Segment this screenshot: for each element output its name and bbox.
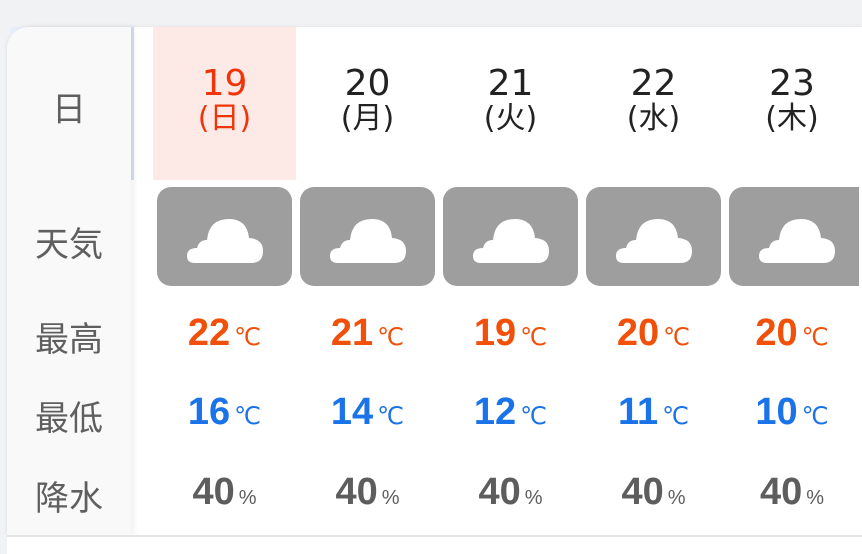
day-number: 21: [487, 63, 534, 104]
day-number: 19: [201, 63, 248, 104]
day-number: 23: [769, 63, 815, 104]
forecast-column: 22 (水) 20 ℃ 11 ℃ 40%: [582, 27, 725, 535]
forecast-column: 23 (木) 20 ℃ 10 ℃ 40%: [725, 27, 859, 535]
temp-unit: ℃: [234, 403, 262, 430]
temp-unit: ℃: [662, 403, 690, 430]
low-temp: 12 ℃: [439, 391, 582, 434]
cloud-icon: [443, 187, 578, 286]
precip-value: 40: [478, 471, 521, 513]
high-temp-value: 20: [755, 312, 798, 354]
label-low: 最低: [35, 399, 103, 439]
next-section: [7, 537, 862, 554]
forecast-scroll-track[interactable]: 19 (日) 22 ℃ 16 ℃ 40% 20 (月) 21 ℃ 14 ℃ 40% 21…: [10, 27, 862, 535]
temp-unit: ℃: [520, 403, 548, 430]
high-temp: 19 ℃: [439, 312, 582, 355]
precip-value: 40: [335, 471, 378, 513]
low-temp: 10 ℃: [725, 391, 859, 434]
low-temp: 14 ℃: [296, 391, 439, 434]
weekly-forecast-card: 19 (日) 22 ℃ 16 ℃ 40% 20 (月) 21 ℃ 14 ℃ 40% 21…: [7, 27, 862, 535]
high-temp-value: 20: [616, 312, 660, 354]
precip-chance: 40%: [582, 471, 725, 514]
forecast-column: 19 (日) 22 ℃ 16 ℃ 40%: [153, 27, 296, 535]
low-temp: 16 ℃: [153, 391, 296, 434]
label-precip: 降水: [35, 479, 103, 519]
date-header: 20 (月): [296, 27, 439, 180]
temp-unit: ℃: [377, 324, 405, 351]
low-temp-value: 14: [330, 391, 374, 433]
label-high: 最高: [35, 320, 103, 360]
cloud-icon: [586, 187, 721, 286]
temp-unit: ℃: [377, 403, 405, 430]
weekday: (水): [626, 101, 681, 136]
weekday: (木): [765, 101, 819, 136]
low-temp-value: 10: [755, 391, 798, 433]
precip-unit: %: [667, 487, 686, 509]
temp-unit: ℃: [663, 324, 691, 351]
precip-unit: %: [381, 487, 400, 509]
precip-chance: 40%: [153, 471, 296, 514]
precip-unit: %: [806, 487, 825, 509]
precip-unit: %: [238, 487, 257, 509]
cloud-icon: [729, 187, 859, 286]
precip-chance: 40%: [439, 471, 582, 514]
weekday: (月): [340, 101, 395, 136]
forecast-column: 20 (月) 21 ℃ 14 ℃ 40%: [296, 27, 439, 535]
divider: [7, 535, 862, 537]
temp-unit: ℃: [801, 403, 829, 430]
weekday: (日): [197, 101, 252, 136]
low-temp: 11 ℃: [582, 391, 725, 434]
high-temp: 20 ℃: [582, 312, 725, 355]
date-header: 21 (火): [439, 27, 582, 180]
high-temp: 20 ℃: [725, 312, 859, 355]
temp-unit: ℃: [234, 324, 262, 351]
high-temp: 22 ℃: [153, 312, 296, 355]
day-number: 20: [344, 63, 391, 104]
cloud-icon: [300, 187, 435, 286]
label-date: 日: [52, 90, 86, 130]
temp-unit: ℃: [520, 324, 548, 351]
high-temp-value: 19: [473, 312, 517, 354]
date-header: 19 (日): [153, 27, 296, 180]
row-labels: 日 天気 最高 最低 降水: [7, 27, 131, 535]
date-header: 22 (水): [582, 27, 725, 180]
high-temp-value: 22: [187, 312, 231, 354]
precip-unit: %: [524, 487, 543, 509]
forecast-column: 21 (火) 19 ℃ 12 ℃ 40%: [439, 27, 582, 535]
precip-chance: 40%: [296, 471, 439, 514]
label-weather: 天気: [35, 225, 103, 265]
temp-unit: ℃: [801, 324, 829, 351]
precip-value: 40: [621, 471, 664, 513]
day-number: 22: [630, 63, 677, 104]
low-temp-value: 11: [617, 391, 659, 433]
precip-chance: 40%: [725, 471, 859, 514]
cloud-icon: [157, 187, 292, 286]
precip-value: 40: [759, 471, 803, 513]
low-temp-value: 12: [473, 391, 517, 433]
low-temp-value: 16: [187, 391, 231, 433]
precip-value: 40: [192, 471, 235, 513]
high-temp: 21 ℃: [296, 312, 439, 355]
weekday: (火): [483, 101, 538, 136]
date-header: 23 (木): [725, 27, 859, 180]
high-temp-value: 21: [330, 312, 374, 354]
